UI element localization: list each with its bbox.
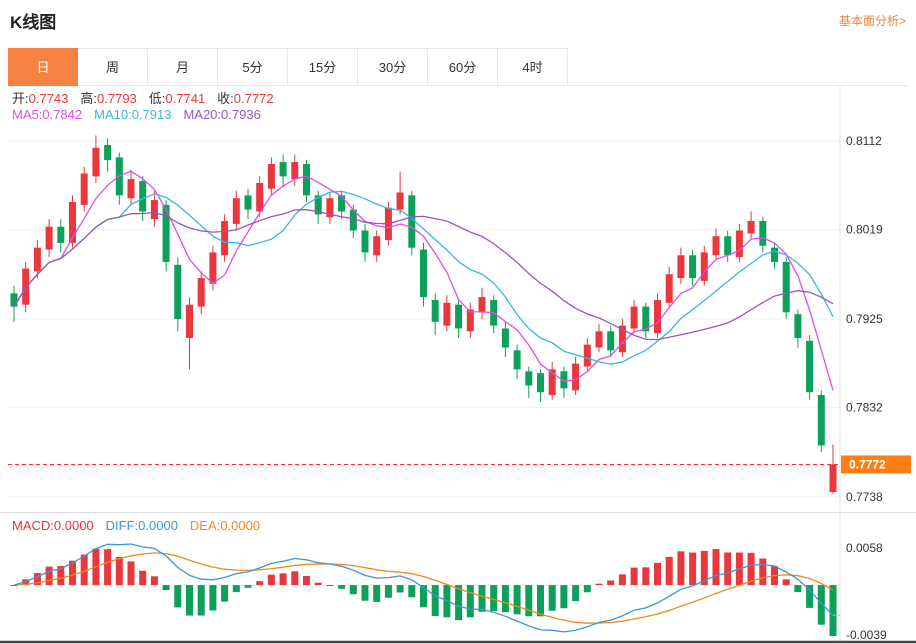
macd-legend-dea-value: 0.0000 — [220, 518, 261, 533]
tab-day[interactable]: 日 — [8, 48, 78, 86]
ma-legend-ma20-value: 0.7936 — [221, 107, 261, 122]
ma-legend: MA5:0.7842 MA10:0.7913 MA20:0.7936 — [12, 107, 273, 122]
tab-30min[interactable]: 30分 — [358, 48, 428, 86]
macd-legend-diff-value: 0.0000 — [138, 518, 178, 533]
ma-legend-ma20-label: MA20: — [183, 107, 222, 122]
macd-legend-diff-label: DIFF: — [105, 518, 139, 533]
ohlc-legend-close-label: 收: — [217, 91, 234, 106]
ma-legend-ma10-value: 0.7913 — [131, 107, 172, 122]
ohlc-legend-open-value: 0.7743 — [28, 91, 69, 106]
tab-60min[interactable]: 60分 — [428, 48, 498, 86]
grid — [8, 86, 841, 512]
current-price-tag: 0.7772 — [841, 455, 911, 474]
candles — [10, 135, 837, 494]
macd-lines — [13, 543, 840, 633]
svg-text:0.7832: 0.7832 — [846, 400, 883, 414]
svg-text:0.8019: 0.8019 — [846, 223, 883, 237]
svg-text:0.7738: 0.7738 — [846, 490, 883, 504]
macd-axis-labels: 0.0058 -0.0039 — [846, 541, 887, 642]
tab-15min[interactable]: 15分 — [288, 48, 358, 86]
fundamental-analysis-link[interactable]: 基本面分析> — [838, 14, 906, 28]
ma-lines — [13, 170, 834, 391]
ohlc-legend-low-label: 低: — [148, 91, 166, 106]
ohlc-legend-open-label: 开: — [12, 91, 29, 106]
macd-legend: MACD:0.0000 DIFF:0.0000 DEA:0.0000 — [12, 518, 272, 533]
macd-histogram — [10, 548, 837, 636]
tab-5min[interactable]: 5分 — [218, 48, 288, 86]
svg-text:-0.0039: -0.0039 — [846, 628, 887, 642]
ohlc-legend-high-label: 高: — [80, 91, 98, 106]
macd-legend-macd-value: 0.0000 — [53, 518, 94, 533]
svg-text:0.7772: 0.7772 — [849, 457, 886, 471]
ohlc-legend: 开:0.7743 高:0.7793 低:0.7741 收:0.7772 — [12, 88, 286, 107]
ohlc-legend-high-value: 0.7793 — [97, 91, 137, 106]
svg-text:0.8112: 0.8112 — [846, 134, 882, 148]
page-title: K线图 — [10, 13, 57, 32]
header: K线图 基本面分析> — [0, 0, 916, 42]
macd-legend-macd-label: MACD: — [12, 518, 54, 533]
y-axis-labels: 0.8112 0.8019 0.7925 0.7832 0.7738 — [846, 134, 883, 504]
ma-legend-ma5-value: 0.7842 — [42, 107, 83, 122]
ohlc-legend-close-value: 0.7772 — [233, 91, 274, 106]
candlestick-chart[interactable]: 0.8112 0.8019 0.7925 0.7832 0.7738 0.7772 — [0, 86, 916, 512]
ma-legend-ma10-label: MA10: — [94, 107, 132, 122]
timeframe-tab-bar: 日周月 5分 15分 30分 60分 4时 — [8, 48, 908, 86]
ohlc-legend-low-value: 0.7741 — [165, 91, 206, 106]
ma-legend-ma5-label: MA5: — [12, 107, 43, 122]
svg-text:0.0058: 0.0058 — [846, 541, 883, 555]
macd-chart[interactable]: 0.0058 -0.0039 — [0, 512, 916, 644]
tab-week[interactable]: 周 — [78, 48, 148, 86]
svg-text:0.7925: 0.7925 — [846, 312, 883, 326]
tab-4hour[interactable]: 4时 — [498, 48, 568, 86]
tab-month[interactable]: 月 — [148, 48, 218, 86]
macd-legend-dea-label: DEA: — [189, 518, 221, 533]
